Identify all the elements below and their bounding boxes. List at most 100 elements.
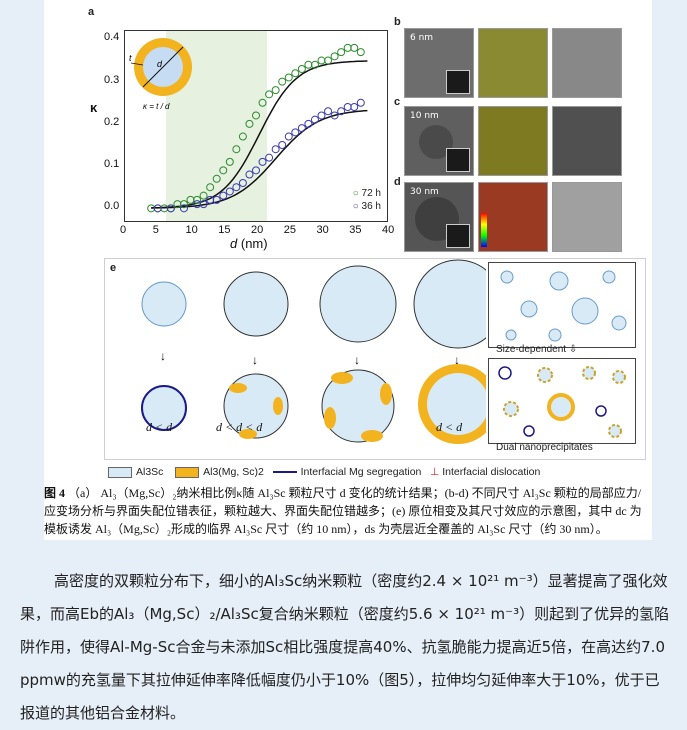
shell-patch-4: [331, 372, 353, 384]
data-point: [245, 170, 254, 179]
legend-label-mg: Interfacial Mg segregation: [300, 466, 422, 478]
color-scale-bar: [481, 213, 487, 247]
strain-map-d: [478, 182, 548, 252]
shell-patch-1: [229, 383, 247, 393]
inset-d: d: [157, 59, 163, 69]
body-paragraph: 高密度的双颗粒分布下，细小的Al₃Sc纳米颗粒（密度约2.4 × 10²¹ m⁻…: [20, 572, 670, 722]
ifft-image-b: [552, 28, 622, 98]
shell-patch-2: [273, 397, 283, 415]
hrtem-image-b: 6 nm: [404, 28, 474, 98]
legend-label-al3sc: Al3Sc: [136, 466, 164, 478]
strain-map-b: [478, 28, 548, 98]
panel-c-label: c: [394, 96, 401, 108]
caption-prefix: 图 4: [44, 486, 66, 500]
dual-nanoprecipitates-label: Dual nanoprecipitates: [496, 442, 593, 453]
panel-a-label: a: [88, 6, 95, 18]
fft-inset-b: [446, 70, 470, 94]
scale-text-d: 30 nm: [410, 187, 439, 197]
legend-item-36h: ○ 36 h: [352, 201, 381, 212]
data-point: [297, 124, 306, 133]
data-point: [179, 204, 188, 213]
fft-inset-d: [446, 224, 470, 248]
side-particle: [505, 329, 517, 341]
legend-a: ○ 72 h ○ 36 h: [353, 187, 381, 213]
x-tick-label: 15: [218, 224, 231, 236]
inset-thickness-line: [130, 62, 144, 66]
data-point: [219, 166, 228, 175]
data-point: [219, 191, 228, 200]
panel-e-frame: [104, 258, 646, 460]
dual-particle: [537, 367, 553, 383]
data-point: [225, 187, 234, 196]
legend-swatch-al3sc: [108, 466, 132, 478]
al3sc-particle-xlarge: [413, 259, 486, 349]
x-tick-label: 40: [382, 224, 395, 236]
data-point: [350, 43, 359, 52]
data-point: [206, 183, 215, 192]
data-point: [225, 157, 234, 166]
dual-nanoprecipitates-box: [488, 358, 636, 444]
data-point: [324, 56, 333, 65]
y-tick-label: 0.4: [104, 31, 120, 44]
dual-particle: [503, 401, 519, 417]
data-point: [278, 77, 287, 86]
al3sc-particle-small: [141, 281, 187, 327]
full-shell-core: [427, 373, 486, 435]
dislocation-icon: ⊥: [430, 466, 440, 478]
shell-patch-3: [239, 429, 257, 439]
scale-text-b: 6 nm: [410, 33, 434, 43]
data-point: [245, 119, 254, 128]
data-point: [310, 60, 319, 69]
y-axis-label: κ: [90, 100, 98, 115]
dual-particle: [547, 393, 575, 421]
data-point: [212, 174, 221, 183]
data-point: [166, 204, 175, 213]
dual-particle: [595, 405, 607, 417]
down-arrow-4: ↓: [454, 353, 460, 367]
data-point: [310, 115, 319, 124]
plot-area-a: d t κ = t / d ○ 72 h ○ 36 h: [124, 30, 388, 222]
panel-e-schematic: ↓ ↓ ↓ ↓: [141, 259, 486, 444]
side-particle: [520, 300, 538, 318]
data-point: [199, 191, 208, 200]
shell-inset-diagram: d t κ = t / d: [129, 38, 192, 111]
size-dependent-box: [488, 262, 636, 348]
side-particle: [548, 328, 562, 342]
mg-segregated-particle: [141, 385, 187, 431]
partial-shell-particle-2: [321, 369, 395, 443]
down-arrow-3: ↓: [354, 353, 360, 367]
data-point: [252, 166, 260, 175]
legend-line-mg: [272, 471, 297, 474]
ifft-image-c: [552, 106, 622, 176]
x-tick-label: 20: [251, 224, 264, 236]
chart-a: [147, 43, 368, 213]
al3sc-particle-medium: [223, 271, 289, 337]
data-point: [252, 111, 260, 120]
data-point: [271, 145, 280, 154]
shell-patch-6: [324, 407, 336, 429]
x-tick-label: 10: [185, 224, 198, 236]
condition-3: d < d: [436, 420, 463, 434]
data-point: [284, 73, 293, 82]
data-point: [350, 103, 359, 111]
data-point: [284, 132, 293, 141]
side-particle: [602, 270, 616, 284]
legend-item-72h: ○ 72 h: [352, 188, 381, 199]
data-point: [193, 195, 202, 204]
caption-text: （a） Al₃（Mg,Sc）₂纳米相比例κ随 Al₃Sc 颗粒尺寸 d 变化的统…: [44, 486, 642, 536]
condition-1: d < d: [146, 420, 173, 434]
down-arrow-1: ↓: [160, 349, 166, 363]
dual-particle: [498, 366, 512, 380]
legend-label-al3mgsc2: Al3(Mg, Sc)2: [203, 466, 264, 478]
data-point: [337, 48, 346, 57]
data-point: [186, 195, 195, 204]
data-point: [356, 48, 365, 57]
inset-formula: κ = t / d: [143, 102, 170, 111]
data-point: [278, 141, 287, 149]
al3sc-particle-large: [319, 265, 397, 343]
x-tick-label: 5: [152, 224, 159, 236]
panel-e-label: e: [110, 262, 117, 274]
x-axis-label: d (nm): [230, 236, 268, 251]
size-dependent-label: Size-dependent ⇩: [496, 344, 578, 355]
down-arrow-2: ↓: [252, 353, 258, 367]
